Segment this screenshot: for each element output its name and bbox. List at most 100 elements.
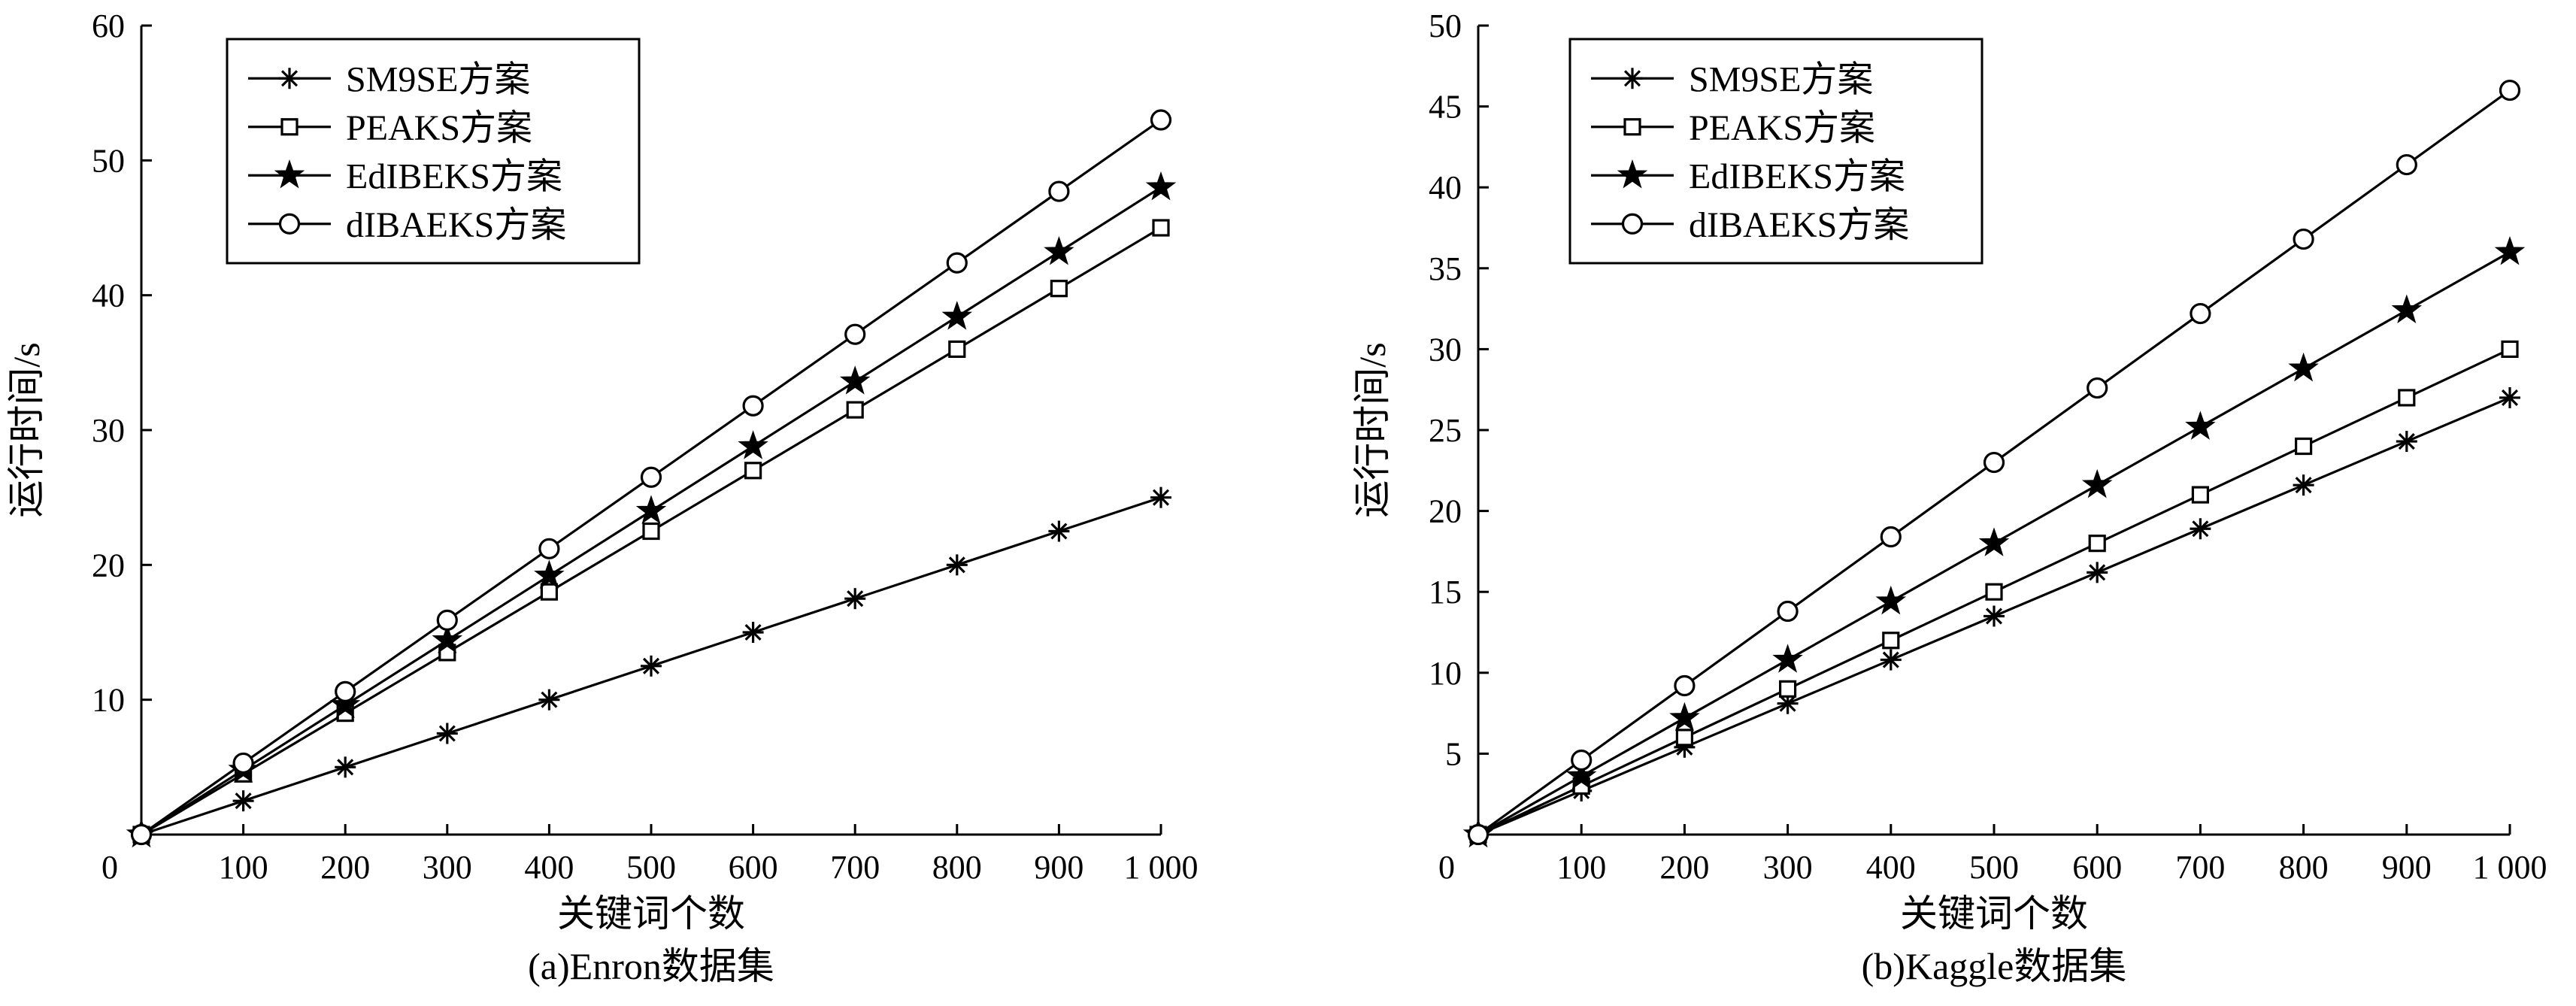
enron-legend-label: EdIBEKS方案 bbox=[346, 156, 562, 196]
enron-x-tick-label: 600 bbox=[729, 849, 778, 886]
kaggle-data-point bbox=[1985, 583, 2003, 601]
kaggle-legend-entry: SM9SE方案 bbox=[1591, 59, 1873, 99]
enron-data-point bbox=[1048, 180, 1070, 202]
enron-data-point bbox=[436, 723, 458, 744]
kaggle-data-point bbox=[2501, 340, 2519, 358]
kaggle-data-point bbox=[2295, 437, 2313, 456]
kaggle-data-point bbox=[1978, 527, 2010, 556]
enron-data-point bbox=[846, 401, 864, 419]
kaggle-data-point bbox=[2396, 431, 2417, 453]
enron-data-point bbox=[436, 609, 458, 631]
enron-y-tick-label: 50 bbox=[92, 142, 125, 179]
enron-data-point bbox=[1150, 486, 1171, 508]
kaggle-legend-label: EdIBEKS方案 bbox=[1689, 156, 1905, 196]
enron-x-tick-label: 0 bbox=[102, 849, 118, 886]
kaggle-data-point bbox=[2088, 535, 2106, 553]
kaggle-y-tick-label: 5 bbox=[1445, 735, 1462, 772]
kaggle-legend-label: SM9SE方案 bbox=[1689, 59, 1873, 99]
enron-data-point bbox=[1150, 109, 1172, 131]
kaggle-y-axis-label: 运行时间/s bbox=[1351, 342, 1393, 517]
kaggle-data-point bbox=[1779, 680, 1797, 698]
enron-data-point bbox=[1050, 280, 1068, 298]
kaggle-legend-entry: dIBAEKS方案 bbox=[1591, 205, 1909, 245]
enron-data-point bbox=[232, 752, 254, 774]
enron-x-tick-label: 900 bbox=[1034, 849, 1083, 886]
kaggle-data-point bbox=[1882, 632, 1900, 650]
enron-data-point bbox=[839, 365, 871, 395]
enron-series-asterisk bbox=[131, 486, 1171, 845]
enron-data-point bbox=[335, 756, 356, 778]
enron-data-point bbox=[738, 430, 768, 459]
enron-data-point bbox=[641, 655, 662, 677]
kaggle-series-circle bbox=[1467, 79, 2521, 846]
enron-data-point bbox=[844, 588, 866, 610]
kaggle-data-point bbox=[1984, 605, 2005, 627]
enron-x-axis-label: 关键词个数 bbox=[557, 892, 745, 935]
enron-x-tick-label: 300 bbox=[423, 849, 472, 886]
kaggle-data-point bbox=[1674, 674, 1696, 697]
kaggle-y-tick-label: 15 bbox=[1429, 574, 1462, 611]
kaggle-legend-entry: PEAKS方案 bbox=[1591, 108, 1875, 148]
enron-y-tick-label: 40 bbox=[92, 277, 125, 314]
enron-series-star bbox=[126, 171, 1177, 848]
kaggle-data-point bbox=[2081, 468, 2113, 498]
enron-data-point bbox=[335, 680, 356, 703]
kaggle-data-point bbox=[2391, 294, 2423, 323]
kaggle-data-point bbox=[2190, 518, 2211, 540]
enron-x-tick-label: 700 bbox=[830, 849, 880, 886]
enron-y-axis-label: 运行时间/s bbox=[5, 342, 47, 517]
enron-legend-entry: EdIBEKS方案 bbox=[248, 156, 562, 196]
enron-legend-label: PEAKS方案 bbox=[346, 108, 532, 148]
enron-data-point bbox=[1048, 520, 1070, 542]
kaggle-data-point bbox=[1772, 644, 1803, 673]
kaggle-x-tick-label: 700 bbox=[2175, 849, 2225, 886]
enron-legend-label: dIBAEKS方案 bbox=[346, 205, 566, 245]
kaggle-x-tick-label: 900 bbox=[2382, 849, 2432, 886]
kaggle-data-point bbox=[1565, 760, 1597, 789]
kaggle-data-point bbox=[1571, 749, 1593, 771]
kaggle-x-tick-label: 500 bbox=[1969, 849, 2019, 886]
kaggle-data-point bbox=[1669, 701, 1700, 732]
enron-y-tick-label: 20 bbox=[92, 547, 125, 583]
enron-caption: (a)Enron数据集 bbox=[528, 945, 774, 987]
kaggle-data-point bbox=[1880, 526, 1902, 548]
kaggle-data-point bbox=[2499, 386, 2520, 408]
enron-data-point bbox=[232, 790, 254, 812]
enron-x-tick-label: 500 bbox=[626, 849, 676, 886]
enron-y-tick-label: 60 bbox=[92, 8, 125, 44]
kaggle-data-point bbox=[1880, 649, 1902, 671]
kaggle-y-tick-label: 45 bbox=[1429, 89, 1462, 126]
kaggle-data-point bbox=[2087, 377, 2108, 399]
enron-data-point bbox=[538, 538, 560, 559]
enron-data-point bbox=[534, 559, 565, 589]
kaggle-data-point bbox=[2087, 562, 2108, 583]
kaggle-x-tick-label: 300 bbox=[1763, 849, 1813, 886]
enron-data-point bbox=[635, 495, 667, 524]
enron-data-point bbox=[1145, 171, 1177, 201]
kaggle-x-tick-label: 1 000 bbox=[2473, 849, 2547, 886]
kaggle-data-point bbox=[2293, 228, 2314, 250]
enron-data-point bbox=[130, 823, 153, 846]
kaggle-y-tick-label: 35 bbox=[1429, 250, 1462, 287]
enron-legend-entry: PEAKS方案 bbox=[248, 108, 532, 148]
enron-legend-entry: dIBAEKS方案 bbox=[248, 205, 566, 245]
enron-legend-label: SM9SE方案 bbox=[346, 59, 530, 99]
kaggle-data-point bbox=[2499, 79, 2521, 102]
kaggle-series-star bbox=[1462, 235, 2526, 848]
enron-data-point bbox=[642, 522, 660, 541]
kaggle-data-point bbox=[2190, 302, 2211, 325]
kaggle-y-tick-label: 20 bbox=[1429, 493, 1462, 530]
kaggle-data-point bbox=[2185, 411, 2216, 440]
enron-x-tick-label: 400 bbox=[524, 849, 574, 886]
kaggle-y-tick-label: 30 bbox=[1429, 331, 1462, 368]
enron-x-tick-label: 800 bbox=[932, 849, 982, 886]
kaggle-data-point bbox=[2398, 389, 2416, 407]
enron-data-point bbox=[946, 554, 968, 576]
enron-data-point bbox=[948, 340, 966, 358]
enron-series-square bbox=[132, 219, 1170, 844]
enron-data-point bbox=[742, 395, 764, 417]
enron-data-point bbox=[329, 689, 361, 719]
enron-x-tick-label: 100 bbox=[219, 849, 268, 886]
enron-legend-marker bbox=[280, 118, 299, 136]
